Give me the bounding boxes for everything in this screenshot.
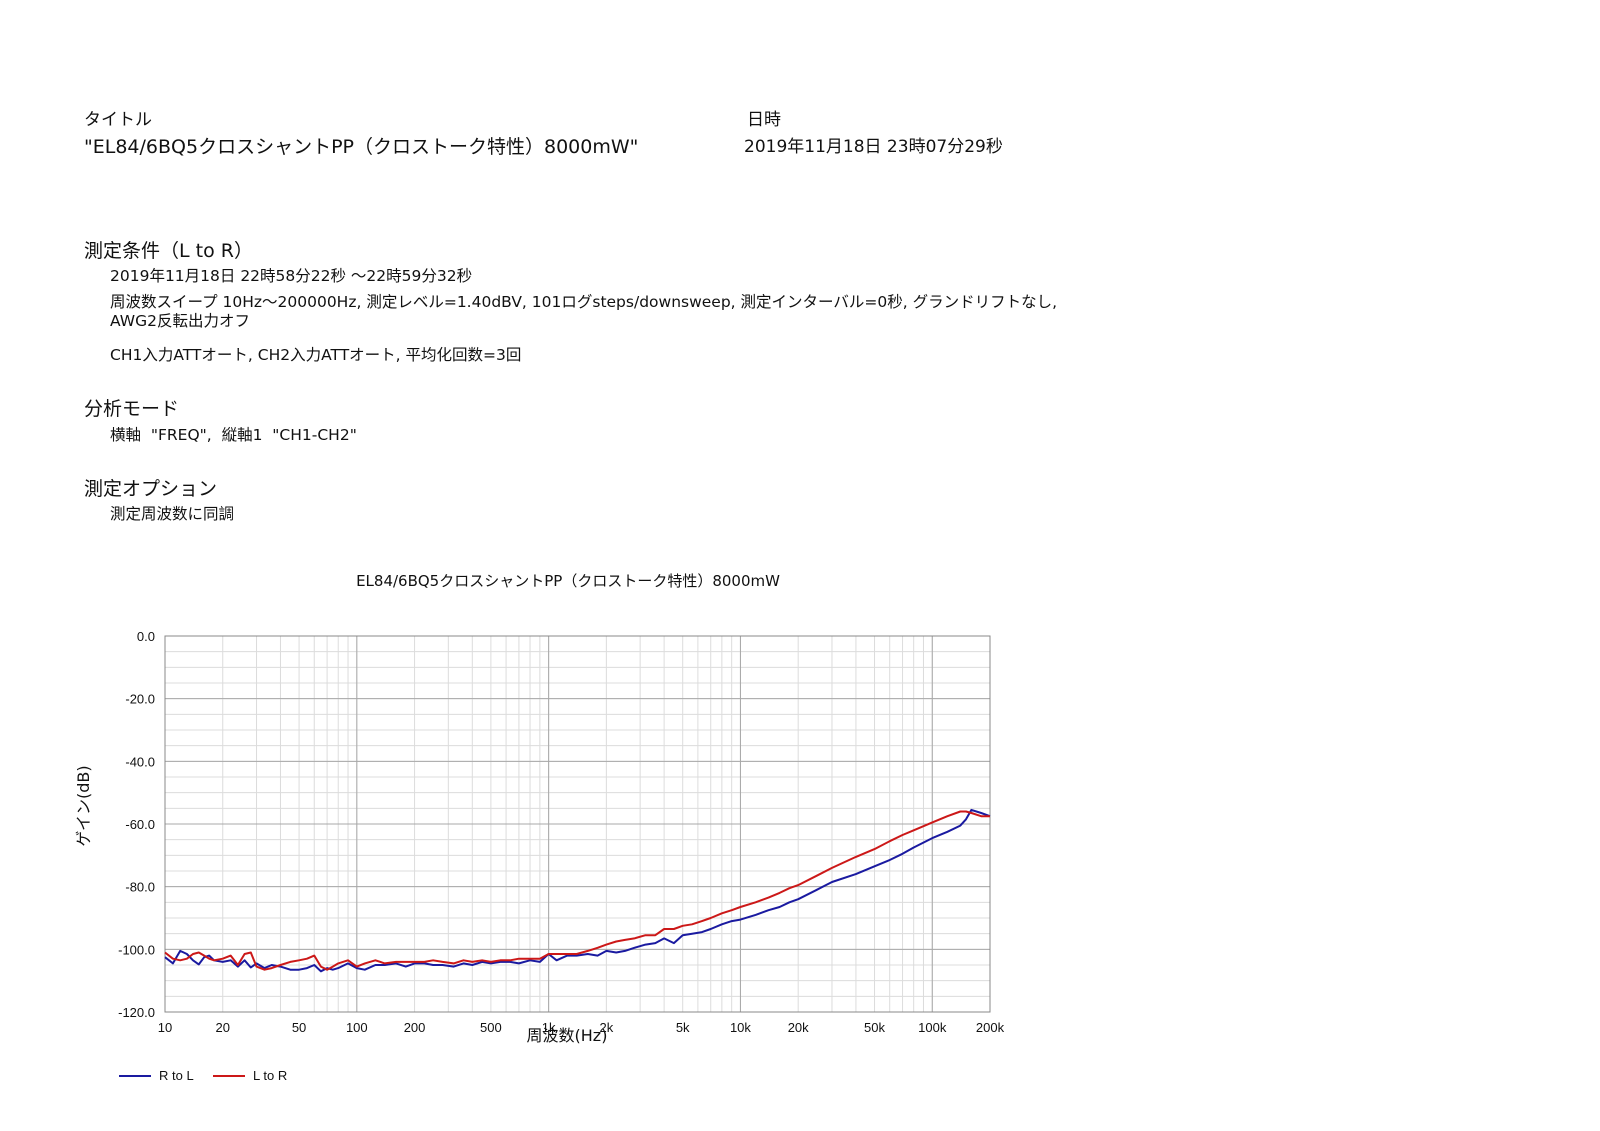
series-line-r-to-l [164,808,991,973]
conditions-line2b: AWG2反転出力オフ [110,312,250,330]
y-tick-label: -40.0 [125,754,155,769]
y-axis-label: ゲイン(dB) [74,765,93,846]
plot-frame [164,635,991,1013]
legend-label-l-to-r: L to R [253,1068,288,1083]
x-tick-label: 50 [292,1020,306,1035]
datetime-label: 日時 [747,110,781,130]
x-tick-label: 200k [976,1020,1005,1035]
y-tick-label: -20.0 [125,692,155,707]
series-line-l-to-r [164,810,990,971]
x-tick-label: 100 [346,1020,368,1035]
y-tick-label: -80.0 [125,880,155,895]
x-tick-label: 200 [404,1020,426,1035]
y-tick-label: -100.0 [118,942,155,957]
x-tick-label: 1k [542,1020,556,1035]
options-heading: 測定オプション [84,478,218,500]
options-line: 測定周波数に同調 [110,505,235,523]
conditions-heading: 測定条件（L to R） [84,240,253,262]
x-tick-label: 50k [864,1020,885,1035]
legend-label-r-to-l: R to L [159,1068,194,1083]
x-axis-label: 周波数(Hz) [527,1026,608,1045]
y-tick-label: -120.0 [118,1005,155,1020]
x-tick-label: 100k [918,1020,947,1035]
x-tick-label: 10k [730,1020,751,1035]
conditions-line2a: 周波数スイープ 10Hz～200000Hz, 測定レベル=1.40dBV, 10… [110,293,1058,311]
conditions-line3: CH1入力ATTオート, CH2入力ATTオート, 平均化回数=3回 [110,346,522,364]
legend-item-l-to-r: L to R [213,1068,287,1083]
datetime-value: 2019年11月18日 23時07分29秒 [744,137,1003,157]
x-tick-label: 500 [480,1020,502,1035]
y-tick-label: -60.0 [125,817,155,832]
analysis-line: 横軸 "FREQ", 縦軸1 "CH1-CH2" [110,426,357,444]
legend-item-r-to-l: R to L [119,1068,194,1083]
y-tick-label: 0.0 [137,629,155,644]
legend-swatch-l-to-r [213,1074,245,1077]
x-tick-label: 20k [788,1020,809,1035]
x-tick-label: 20 [216,1020,230,1035]
analysis-heading: 分析モード [84,398,180,420]
title-value: "EL84/6BQ5クロスシャントPP（クロストーク特性）8000mW" [84,136,639,158]
title-label: タイトル [84,110,152,130]
x-tick-label: 10 [158,1020,172,1035]
x-tick-label: 5k [676,1020,690,1035]
conditions-line1: 2019年11月18日 22時58分22秒 ～22時59分32秒 [110,267,473,285]
legend-swatch-r-to-l [119,1074,151,1077]
x-tick-label: 2k [600,1020,614,1035]
chart-title: EL84/6BQ5クロスシャントPP（クロストーク特性）8000mW [356,572,780,590]
